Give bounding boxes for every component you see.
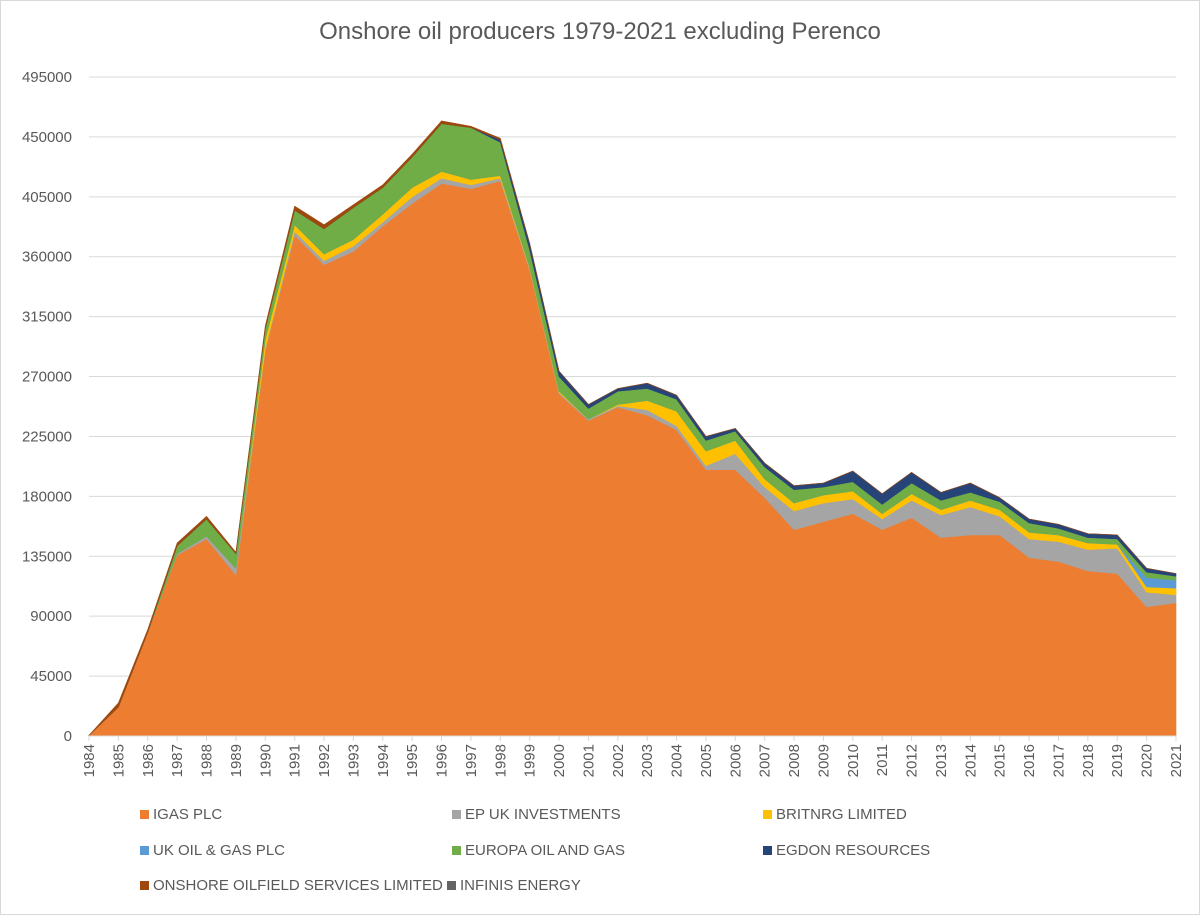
legend-label: IGAS PLC (153, 806, 223, 823)
y-tick-label: 360000 (22, 249, 72, 266)
legend-swatch (140, 881, 149, 890)
legend-swatch (140, 810, 149, 819)
legend-item-britnrg: BRITNRG LIMITED (763, 806, 907, 823)
x-tick-label: 2015 (992, 744, 1009, 777)
x-tick-label: 1986 (140, 744, 157, 777)
x-tick-label: 1999 (522, 744, 539, 777)
x-tick-label: 2006 (727, 744, 744, 777)
chart-title: Onshore oil producers 1979-2021 excludin… (319, 18, 881, 45)
x-tick-label: 2017 (1050, 744, 1067, 777)
x-tick-label: 2018 (1080, 744, 1097, 777)
x-tick-label: 1997 (463, 744, 480, 777)
x-tick-label: 2004 (669, 744, 686, 777)
y-axis: 0 45000 90000 135000 180000 225000 270000 31500… (22, 69, 72, 745)
x-tick-label: 2012 (904, 744, 921, 777)
legend-label: INFINIS ENERGY (460, 877, 581, 894)
legend-item-egdon: EGDON RESOURCES (763, 842, 930, 859)
x-tick-label: 1990 (257, 744, 274, 777)
x-tick-label: 2021 (1168, 744, 1185, 777)
x-tick-label: 1996 (434, 744, 451, 777)
x-tick-label: 2011 (874, 744, 891, 776)
x-tick-label: 2008 (786, 744, 803, 777)
x-tick-label: 2000 (551, 744, 568, 777)
legend-label: EGDON RESOURCES (776, 842, 931, 859)
x-tick-label: 1988 (199, 744, 216, 777)
y-tick-label: 270000 (22, 369, 72, 386)
legend-label: UK OIL & GAS PLC (153, 842, 285, 859)
x-tick-label: 2010 (845, 744, 862, 777)
legend-swatch (140, 846, 149, 855)
x-tick-label: 2003 (639, 744, 656, 777)
x-tick-label: 2005 (698, 744, 715, 777)
legend-item-onshore-oilfield: ONSHORE OILFIELD SERVICES LIMITED (140, 877, 443, 894)
legend-swatch (452, 846, 461, 855)
y-tick-label: 90000 (30, 608, 72, 625)
y-tick-label: 0 (64, 728, 72, 745)
x-tick-label: 1993 (345, 744, 362, 777)
x-tick-label: 2009 (815, 744, 832, 777)
y-tick-label: 450000 (22, 129, 72, 146)
x-tick-label: 2007 (757, 744, 774, 777)
stacked-areas (88, 120, 1177, 737)
legend-swatch (447, 881, 456, 890)
x-tick-label: 2016 (1021, 744, 1038, 777)
x-axis: 1984 1985 1986 1987 1988 1989 1990 1991 1992 1993… (81, 735, 1185, 777)
x-tick-label: 1994 (375, 744, 392, 777)
x-tick-label: 2001 (580, 744, 597, 777)
x-tick-label: 1991 (287, 744, 304, 777)
y-tick-label: 315000 (22, 309, 72, 326)
x-tick-label: 1998 (492, 744, 509, 777)
legend-item-igas: IGAS PLC (140, 806, 222, 823)
legend-item-infinis: INFINIS ENERGY (447, 877, 581, 894)
legend-item-ukog: UK OIL & GAS PLC (140, 842, 285, 859)
legend-item-ep-uk: EP UK INVESTMENTS (452, 806, 621, 823)
y-tick-label: 45000 (30, 668, 72, 685)
legend-item-europa: EUROPA OIL AND GAS (452, 842, 625, 859)
x-tick-label: 2019 (1109, 744, 1126, 777)
x-tick-label: 1984 (81, 744, 98, 777)
y-tick-label: 225000 (22, 428, 72, 445)
legend-label: EUROPA OIL AND GAS (465, 842, 626, 859)
x-tick-label: 1985 (110, 744, 127, 777)
legend-swatch (763, 810, 772, 819)
x-tick-label: 2002 (610, 744, 627, 777)
x-tick-label: 1989 (228, 744, 245, 777)
area-onshore-oilfield-services-limited (88, 120, 1177, 736)
x-tick-label: 2013 (933, 744, 950, 777)
y-tick-label: 495000 (22, 69, 72, 86)
x-tick-label: 1992 (316, 744, 333, 777)
x-tick-label: 1987 (169, 744, 186, 777)
x-tick-label: 1995 (404, 744, 421, 777)
y-tick-label: 135000 (22, 548, 72, 565)
x-tick-label: 2014 (962, 744, 979, 777)
x-tick-label: 2020 (1139, 744, 1156, 777)
y-tick-label: 405000 (22, 189, 72, 206)
y-tick-label: 180000 (22, 488, 72, 505)
legend-swatch (763, 846, 772, 855)
legend-label: ONSHORE OILFIELD SERVICES LIMITED (153, 877, 443, 894)
legend-label: BRITNRG LIMITED (776, 806, 907, 823)
legend-label: EP UK INVESTMENTS (465, 806, 621, 823)
legend-swatch (452, 810, 461, 819)
area-igas-plc (88, 180, 1177, 737)
